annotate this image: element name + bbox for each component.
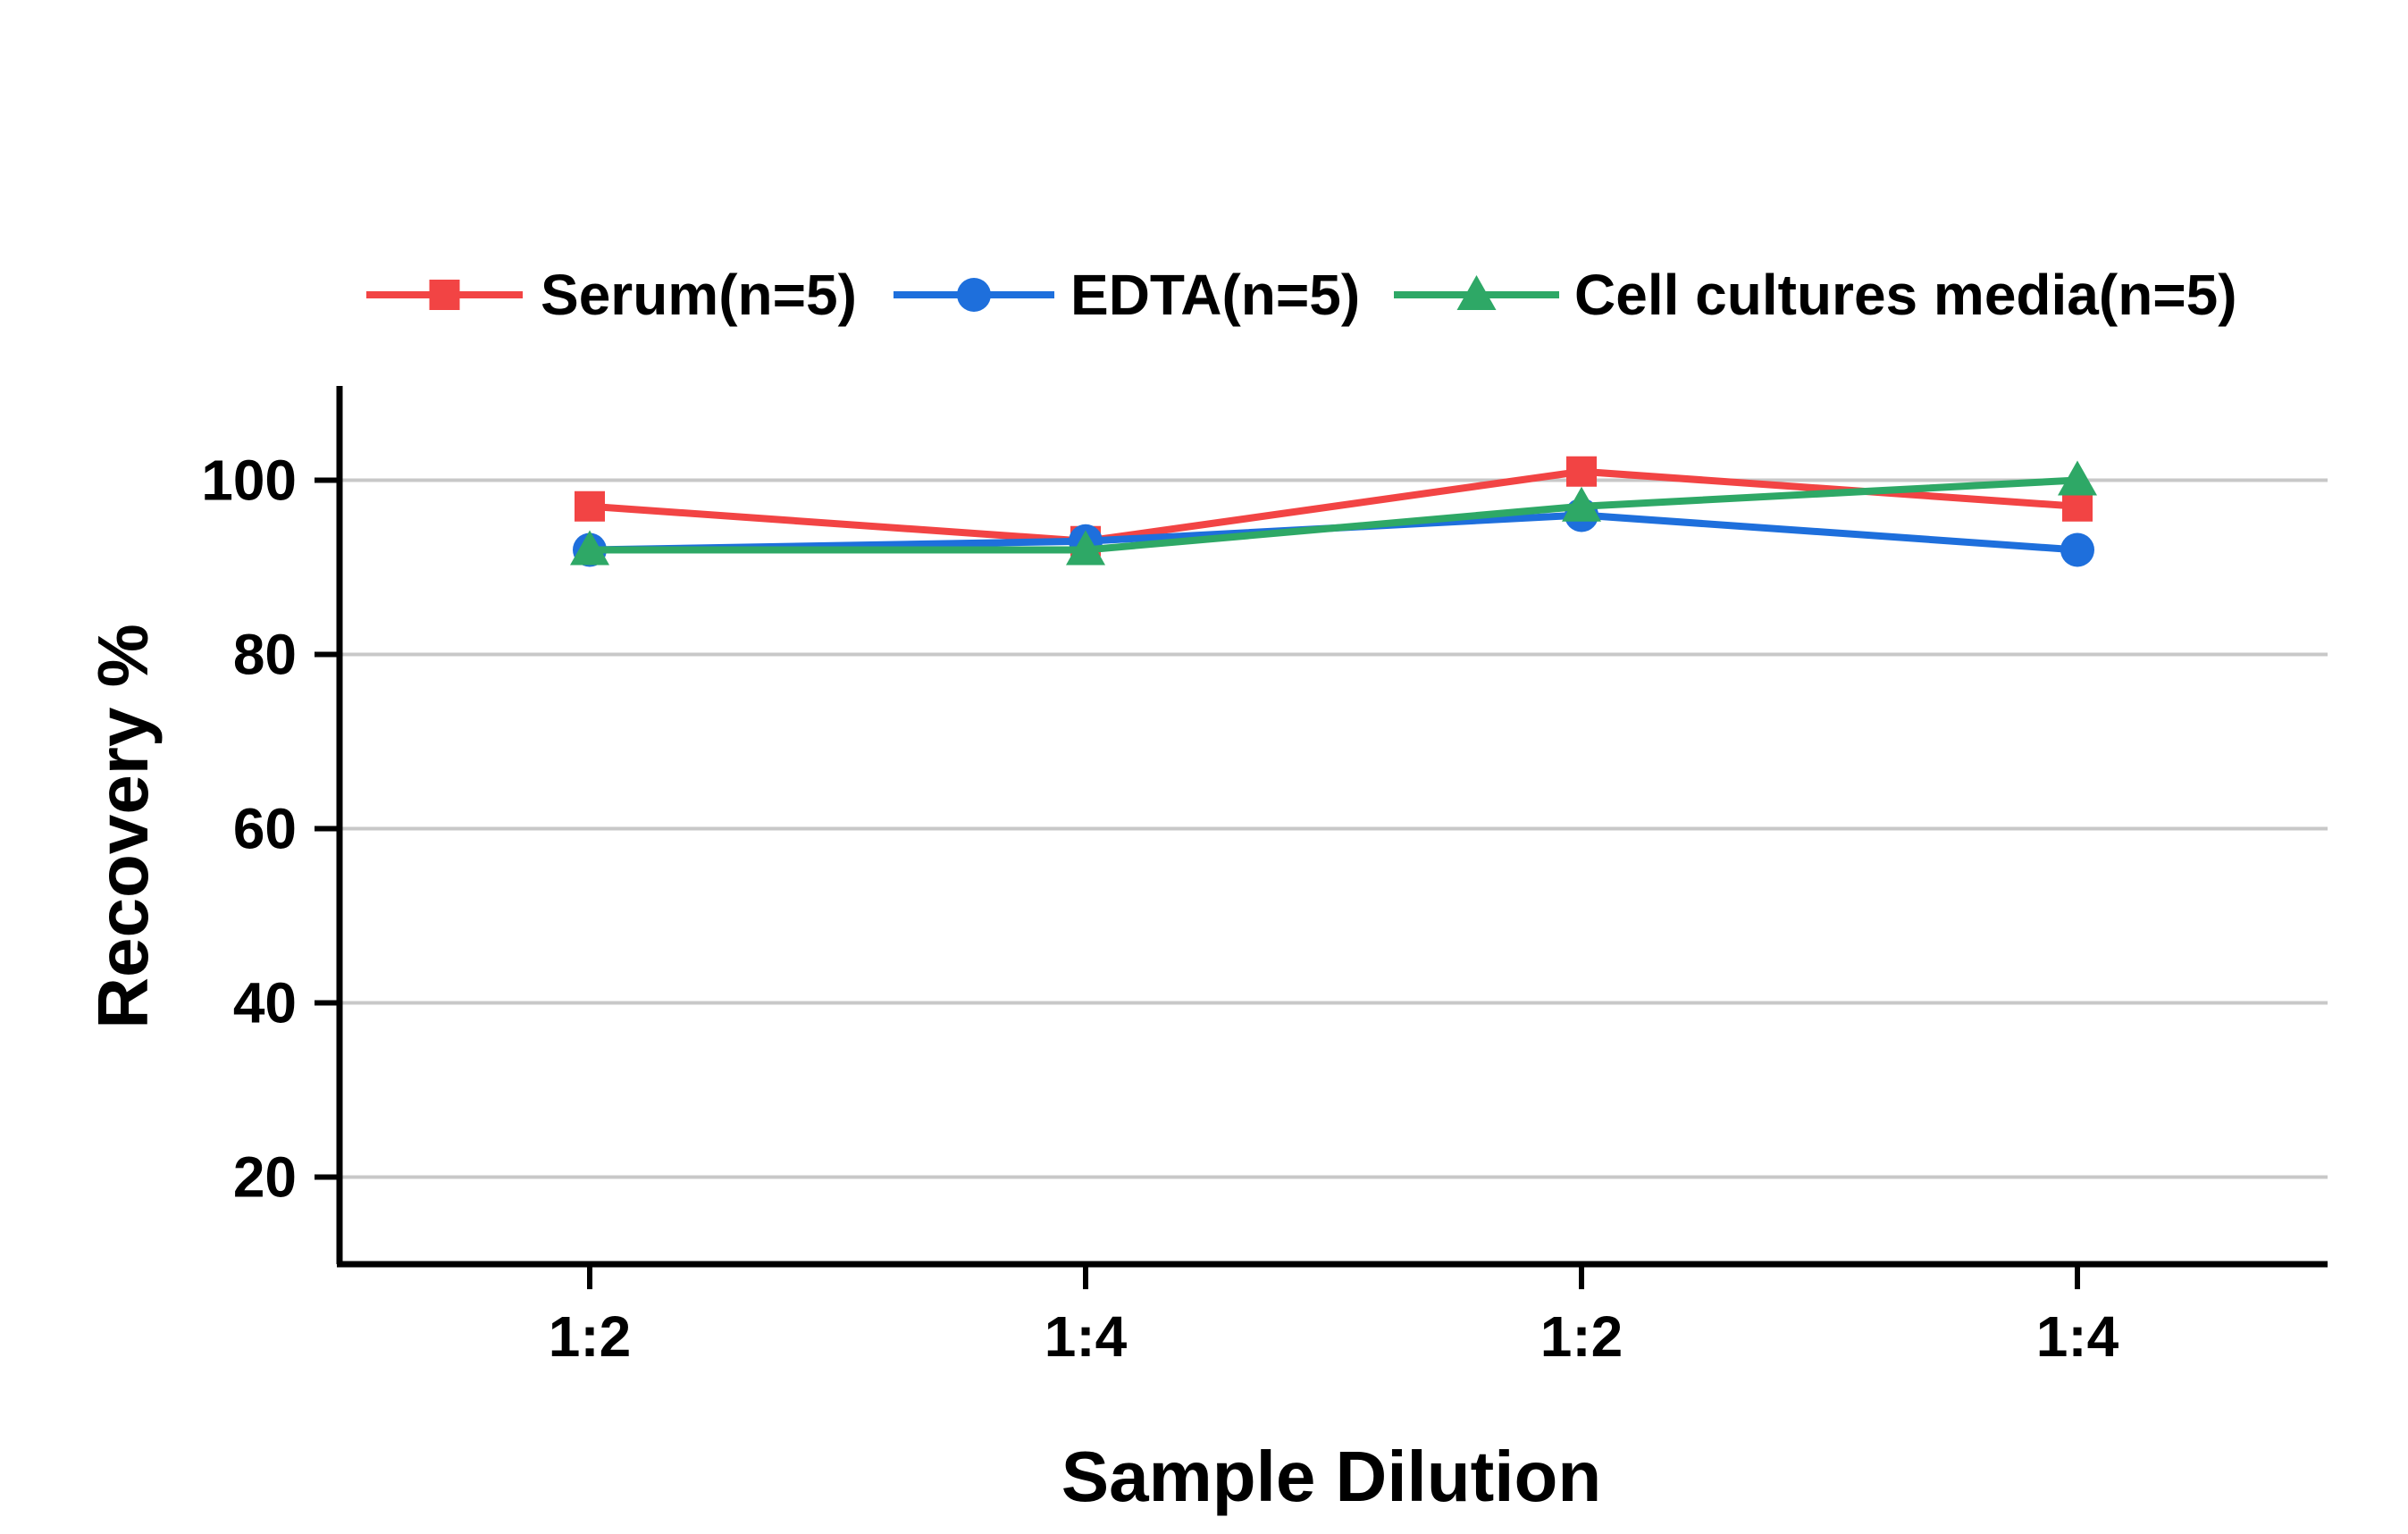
x-axis-title: Sample Dilution xyxy=(1061,1437,1602,1516)
y-tick-label: 60 xyxy=(233,797,297,861)
legend-label: Cell cultures media(n=5) xyxy=(1574,263,2237,327)
data-point-square xyxy=(2062,490,2093,522)
data-point-triangle xyxy=(570,530,609,566)
x-tick-label: 1:4 xyxy=(2036,1304,2119,1369)
y-ticks: 20 40 60 80 100 xyxy=(201,448,340,1210)
x-tick-label: 1:2 xyxy=(549,1304,632,1369)
legend-item: Serum(n=5) xyxy=(366,263,857,327)
data-point-circle xyxy=(2060,532,2094,567)
series-square xyxy=(575,456,2093,557)
y-tick-label: 80 xyxy=(233,623,297,687)
legend-item: Cell cultures media(n=5) xyxy=(1394,263,2237,327)
x-ticks: 1:2 1:4 1:2 1:4 xyxy=(549,1264,2119,1369)
x-tick-label: 1:2 xyxy=(1540,1304,1624,1369)
legend-marker-triangle xyxy=(1456,275,1497,310)
axes xyxy=(336,386,2328,1268)
data-point-square xyxy=(575,490,605,522)
y-tick-label: 40 xyxy=(233,971,297,1035)
data-point-triangle xyxy=(1066,530,1105,566)
y-tick-label: 100 xyxy=(201,448,297,513)
series-triangle xyxy=(570,460,2097,566)
legend-item: EDTA(n=5) xyxy=(894,263,1360,327)
series xyxy=(570,456,2097,567)
gridlines xyxy=(340,478,2328,1179)
legend-marker-circle xyxy=(957,278,991,312)
data-point-triangle xyxy=(2058,460,2097,496)
legend-marker-square xyxy=(429,280,460,310)
legend-label: Serum(n=5) xyxy=(541,263,857,327)
series-line xyxy=(589,467,2078,545)
legend: Serum(n=5) EDTA(n=5) Cell cultures media(n… xyxy=(366,263,2237,327)
data-point-square xyxy=(1566,456,1597,487)
series-line xyxy=(590,476,2078,554)
y-axis-title: Recovery % xyxy=(83,624,163,1029)
legend-label: EDTA(n=5) xyxy=(1070,263,1360,327)
y-tick-label: 20 xyxy=(233,1145,297,1210)
x-tick-label: 1:4 xyxy=(1045,1304,1128,1369)
data-point-triangle xyxy=(1562,486,1601,522)
